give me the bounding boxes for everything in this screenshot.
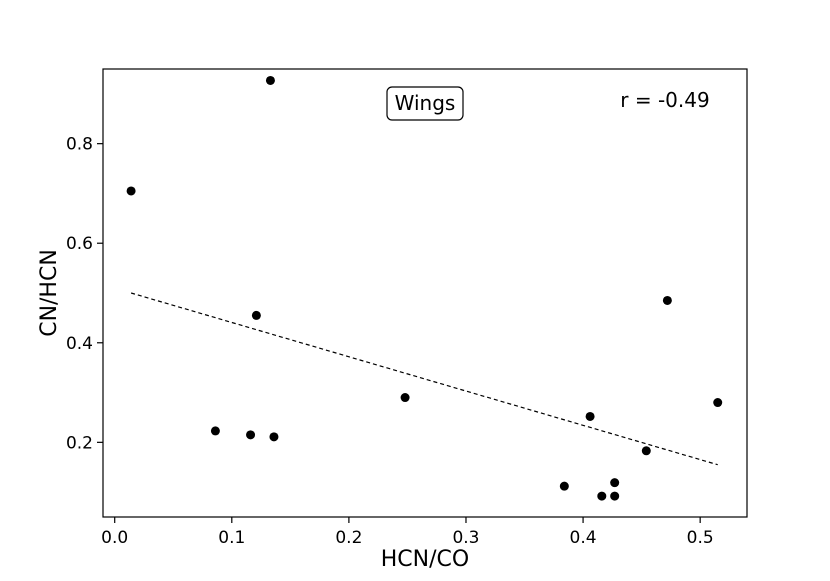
plot-frame (102, 68, 748, 518)
data-point (265, 75, 275, 85)
data-point (713, 398, 723, 408)
data-point (585, 411, 595, 421)
x-tick-label: 0.3 (452, 528, 479, 548)
y-tick-label: 0.2 (66, 433, 93, 453)
wings-label: Wings (395, 91, 456, 115)
data-point (400, 393, 410, 403)
data-point (641, 446, 651, 456)
data-point (597, 491, 607, 501)
y-axis-label: CN/HCN (37, 249, 62, 337)
y-tick-label: 0.8 (66, 135, 93, 155)
data-point (126, 186, 136, 196)
x-axis-label: HCN/CO (381, 547, 469, 572)
data-point (251, 310, 261, 320)
data-point (559, 481, 569, 491)
x-tick-label: 0.2 (335, 528, 362, 548)
y-ticks: 0.2 0.4 0.6 0.8 (66, 135, 103, 453)
y-tick-label: 0.4 (66, 334, 93, 354)
fit-line (130, 292, 718, 466)
x-tick-label: 0.1 (218, 528, 245, 548)
wings-label-box (386, 86, 464, 121)
data-point (610, 491, 620, 501)
x-tick-label: 0.0 (101, 528, 128, 548)
x-tick-label: 0.4 (570, 528, 597, 548)
data-point (610, 478, 620, 488)
x-ticks: 0.0 0.1 0.2 0.3 0.4 0.5 (101, 517, 714, 548)
data-point (210, 426, 220, 436)
data-point (662, 295, 672, 305)
x-tick-label: 0.5 (687, 528, 714, 548)
data-point (269, 432, 279, 442)
correlation-label: r = -0.49 (620, 88, 709, 112)
data-points (126, 75, 723, 501)
data-point (246, 430, 256, 440)
y-tick-label: 0.6 (66, 234, 93, 254)
